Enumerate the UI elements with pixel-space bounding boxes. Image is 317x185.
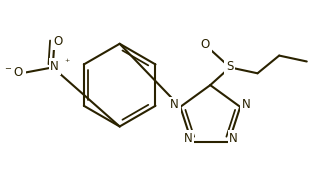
Text: $^-$O: $^-$O [3,66,24,79]
Text: N: N [170,98,179,111]
Text: O: O [201,38,210,51]
Text: $^+$: $^+$ [62,58,70,67]
Text: N: N [242,98,250,111]
Text: N: N [184,132,192,145]
Text: N: N [50,60,59,73]
Text: O: O [53,35,62,48]
Text: N: N [229,132,238,145]
Text: S: S [226,60,234,73]
